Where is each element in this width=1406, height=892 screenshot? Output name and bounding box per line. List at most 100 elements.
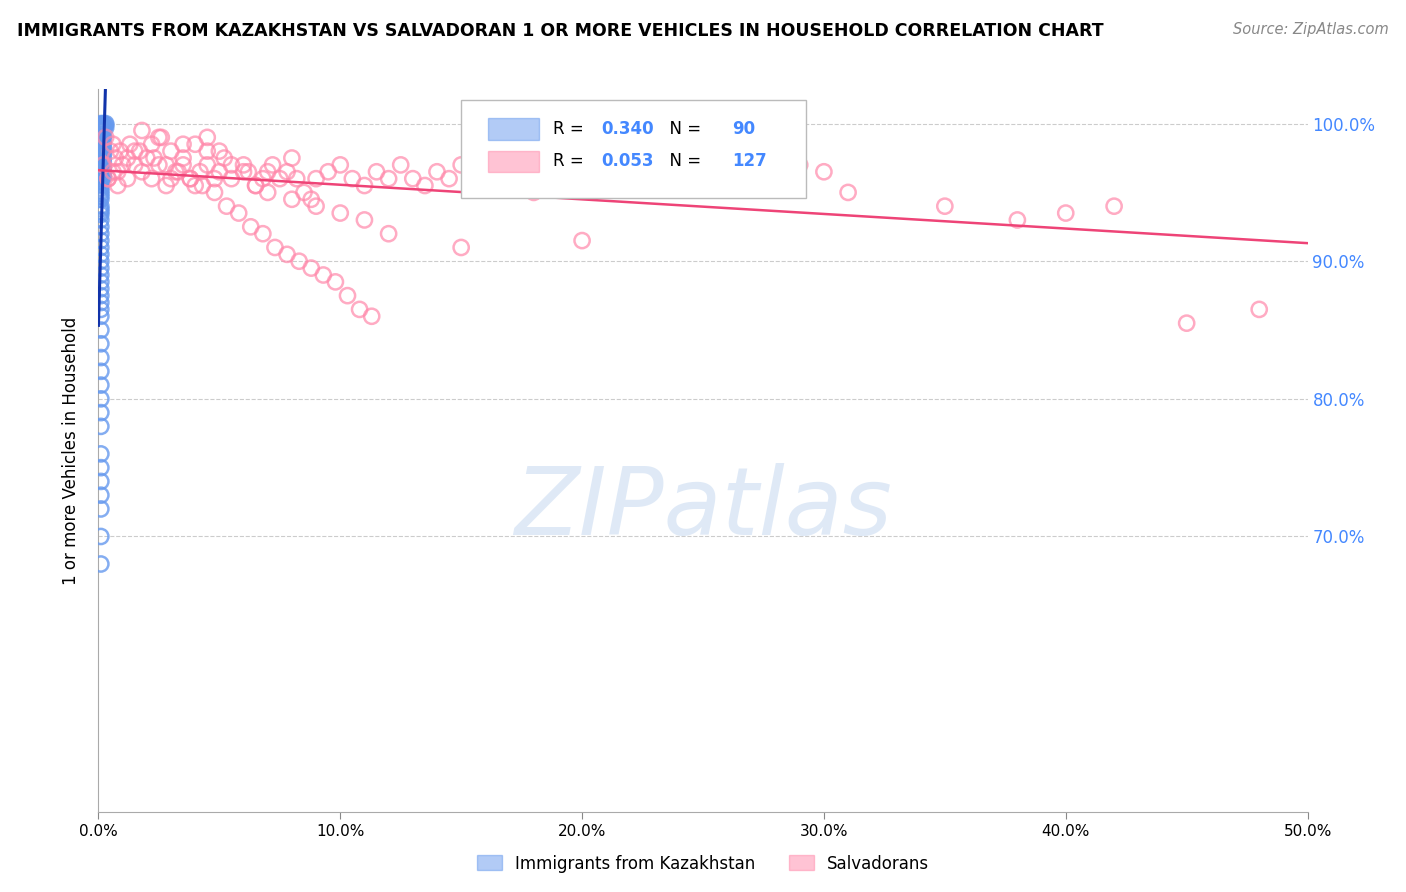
Point <box>100 144 122 158</box>
Point <box>90 204 112 219</box>
Point <box>316 165 339 179</box>
Point <box>90 240 112 254</box>
Point <box>312 268 335 282</box>
Point <box>90 136 112 150</box>
Point <box>353 213 375 227</box>
Point <box>377 227 399 241</box>
Point <box>101 137 124 152</box>
Point <box>90 178 112 193</box>
Point <box>534 171 557 186</box>
Point <box>97 171 120 186</box>
Point <box>571 171 593 186</box>
Point <box>118 137 141 152</box>
Point <box>90 153 112 168</box>
Point <box>179 171 201 186</box>
Bar <box>488 118 538 140</box>
Text: Source: ZipAtlas.com: Source: ZipAtlas.com <box>1233 22 1389 37</box>
Point <box>668 158 690 172</box>
Point <box>150 130 173 145</box>
Point <box>299 261 322 276</box>
Point <box>107 178 129 193</box>
Point <box>90 488 112 502</box>
Point <box>1102 199 1125 213</box>
Point <box>547 165 569 179</box>
Point <box>91 120 114 134</box>
Point <box>305 199 328 213</box>
Point <box>90 140 112 154</box>
Point <box>188 165 211 179</box>
Point <box>108 144 131 158</box>
Point <box>90 227 112 241</box>
Point <box>450 158 472 172</box>
Point <box>90 529 112 543</box>
Point <box>450 240 472 254</box>
Point <box>167 165 190 179</box>
Point <box>413 178 436 193</box>
Text: R =: R = <box>553 153 589 170</box>
Point <box>124 158 146 172</box>
Point <box>91 126 114 140</box>
Point <box>91 147 114 161</box>
Point <box>91 117 114 131</box>
Point <box>131 165 153 179</box>
Point <box>111 158 134 172</box>
Point <box>141 137 163 152</box>
Point <box>172 137 194 152</box>
Point <box>90 254 112 268</box>
Point <box>90 378 112 392</box>
Point <box>90 143 112 157</box>
Point <box>90 475 112 489</box>
Point <box>155 158 177 172</box>
Point <box>813 165 835 179</box>
Point <box>148 158 170 172</box>
Point <box>90 150 112 164</box>
Point <box>221 171 243 186</box>
Point <box>204 186 226 200</box>
Point <box>90 295 112 310</box>
Point <box>101 165 124 179</box>
Point <box>239 219 262 234</box>
Point <box>90 138 112 153</box>
Text: ZIPatlas: ZIPatlas <box>515 463 891 554</box>
Point <box>252 171 274 186</box>
Point <box>463 171 485 186</box>
Point <box>94 130 117 145</box>
Point <box>523 186 546 200</box>
Point <box>288 254 311 268</box>
Point <box>90 275 112 289</box>
Point <box>91 158 114 172</box>
Point <box>91 141 114 155</box>
Point <box>90 176 112 190</box>
Point <box>94 120 117 135</box>
Point <box>765 171 787 186</box>
Point <box>90 406 112 420</box>
Point <box>91 120 114 134</box>
Point <box>285 171 308 186</box>
Point <box>165 165 187 179</box>
Point <box>934 199 956 213</box>
Point <box>90 219 112 234</box>
Point <box>128 144 150 158</box>
Point <box>208 165 231 179</box>
Point <box>228 206 250 220</box>
Text: 0.340: 0.340 <box>602 120 654 138</box>
Point <box>90 145 112 160</box>
Point <box>191 178 214 193</box>
Text: 0.053: 0.053 <box>602 153 654 170</box>
Point <box>90 202 112 216</box>
Point <box>94 117 117 131</box>
Point <box>148 130 170 145</box>
Point <box>90 184 112 198</box>
Point <box>716 171 738 186</box>
Point <box>124 144 146 158</box>
Bar <box>488 151 538 172</box>
Point <box>837 186 859 200</box>
Point <box>91 166 114 180</box>
Point <box>232 158 254 172</box>
Point <box>90 120 112 135</box>
Point <box>256 165 278 179</box>
Text: IMMIGRANTS FROM KAZAKHSTAN VS SALVADORAN 1 OR MORE VEHICLES IN HOUSEHOLD CORRELA: IMMIGRANTS FROM KAZAKHSTAN VS SALVADORAN… <box>17 22 1104 40</box>
Point <box>221 158 243 172</box>
Point <box>179 171 201 186</box>
Point <box>789 158 811 172</box>
